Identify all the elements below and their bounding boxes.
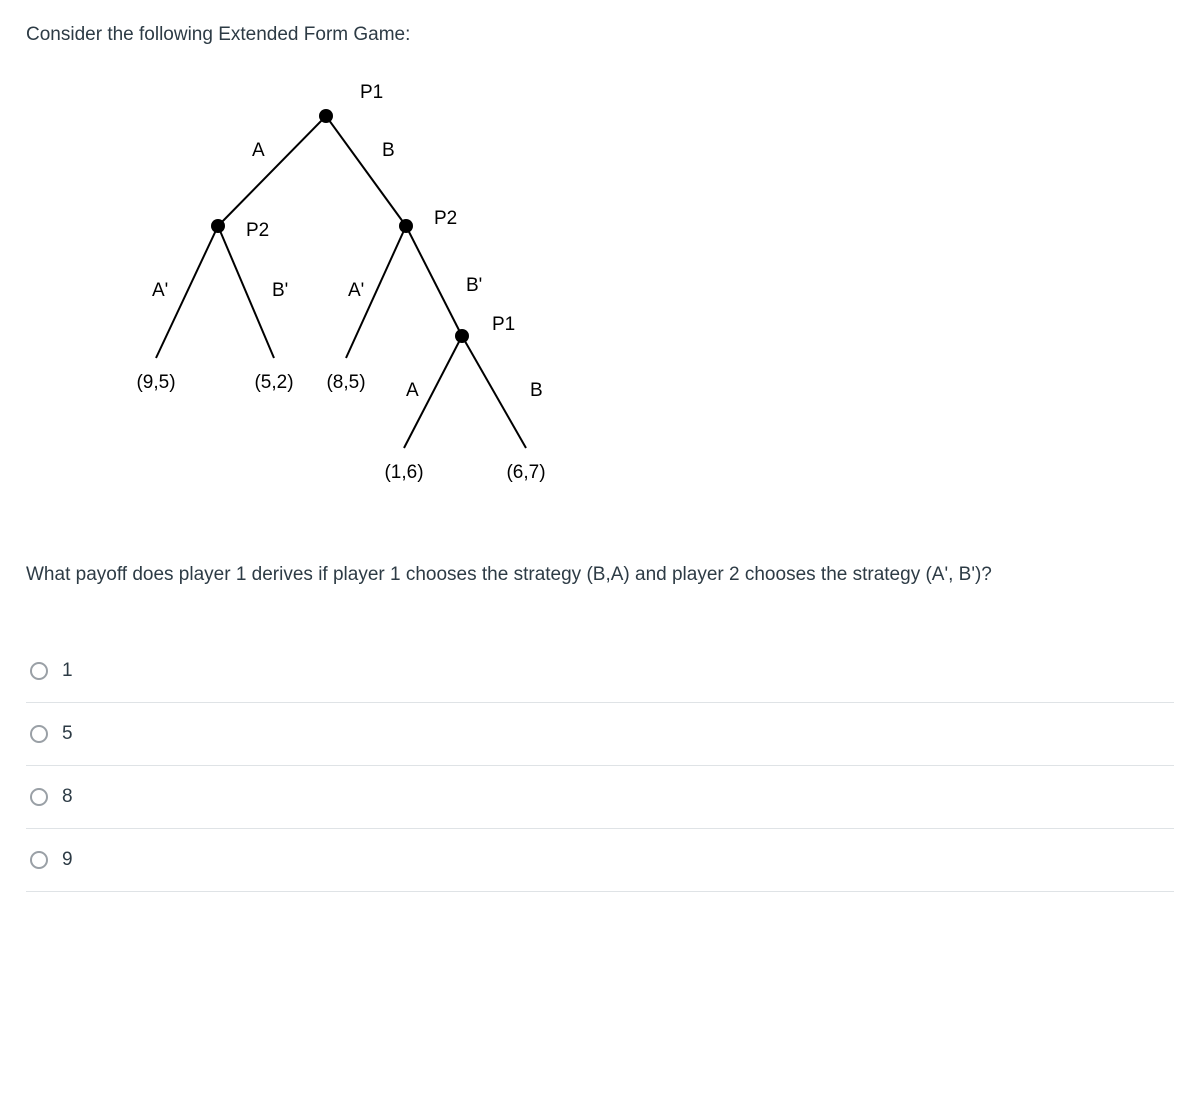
option-label: 1 xyxy=(62,660,73,682)
tree-edge xyxy=(218,226,274,358)
radio-icon[interactable] xyxy=(30,788,48,806)
game-tree-diagram: A B A' B' A' B' A B P1 P2 P2 (9,5) (5,2) (8,5) P1 (1,6)… xyxy=(26,66,626,521)
player-label: P2 xyxy=(434,208,457,229)
payoff-label: (6,7) xyxy=(506,462,545,483)
payoff-label: (1,6) xyxy=(384,462,423,483)
tree-edge xyxy=(218,116,326,226)
edge-label: B' xyxy=(272,280,288,301)
edge-label: A xyxy=(406,380,419,401)
radio-icon[interactable] xyxy=(30,725,48,743)
player-label: P1 xyxy=(360,82,383,103)
radio-icon[interactable] xyxy=(30,662,48,680)
edge-label: A' xyxy=(152,280,168,301)
edge-label: B xyxy=(530,380,543,401)
payoff-label: (9,5) xyxy=(136,372,175,393)
player-label: P2 xyxy=(246,220,269,241)
tree-node xyxy=(319,109,333,123)
edge-label: B xyxy=(382,140,395,161)
tree-edge xyxy=(326,116,406,226)
option-row[interactable]: 8 xyxy=(26,766,1174,829)
tree-edge xyxy=(406,226,462,336)
question-text: What payoff does player 1 derives if pla… xyxy=(26,561,1174,590)
edge-label: A xyxy=(252,140,265,161)
option-row[interactable]: 9 xyxy=(26,829,1174,892)
option-row[interactable]: 5 xyxy=(26,703,1174,766)
tree-node xyxy=(211,219,225,233)
edge-label: B' xyxy=(466,275,482,296)
tree-node xyxy=(455,329,469,343)
radio-icon[interactable] xyxy=(30,851,48,869)
option-row[interactable]: 1 xyxy=(26,640,1174,703)
edge-label: A' xyxy=(348,280,364,301)
option-label: 9 xyxy=(62,849,73,871)
tree-node xyxy=(399,219,413,233)
option-label: 5 xyxy=(62,723,73,745)
payoff-label: (8,5) xyxy=(326,372,365,393)
game-tree-svg: A B A' B' A' B' A B P1 P2 P2 (9,5) (5,2) (8,5) P1 (1,6)… xyxy=(26,66,626,516)
tree-edge xyxy=(462,336,526,448)
option-label: 8 xyxy=(62,786,73,808)
intro-text: Consider the following Extended Form Gam… xyxy=(26,24,1174,46)
answer-options: 1 5 8 9 xyxy=(26,640,1174,892)
player-label: P1 xyxy=(492,314,515,335)
payoff-label: (5,2) xyxy=(254,372,293,393)
